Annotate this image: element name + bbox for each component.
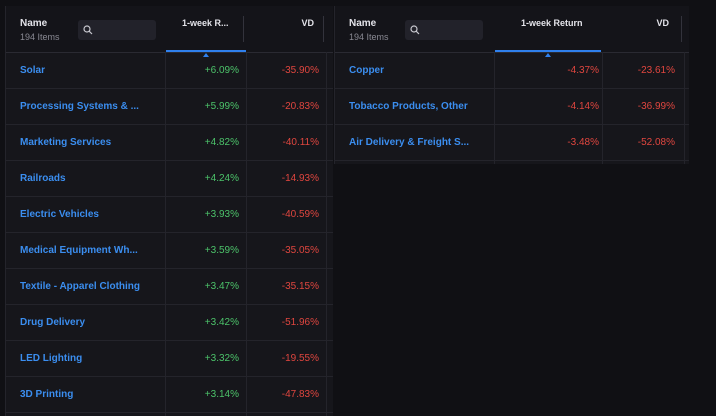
table-row[interactable]: LED Lighting +3.32% -19.55% (6, 341, 333, 377)
table-row[interactable]: Electric Vehicles +3.93% -40.59% (6, 197, 333, 233)
row-vd-value: -40.59% (281, 209, 319, 220)
row-vd-value: -47.83% (281, 389, 319, 400)
name-column-header[interactable]: Name (20, 18, 48, 29)
item-count: 194 Items (20, 32, 60, 42)
row-vd-value: -20.83% (281, 101, 319, 112)
row-vd-value: -36.99% (637, 101, 675, 112)
row-return-value: +4.82% (204, 137, 239, 148)
table-row[interactable]: Solar +6.09% -35.90% (6, 53, 333, 89)
table-row[interactable]: Marketing Services +4.82% -40.11% (6, 125, 333, 161)
right-table: Name 194 Items 1-week Return VD Copper -4… (334, 6, 689, 164)
name-column-header[interactable]: Name (349, 18, 377, 29)
table-header: Name 194 Items 1-week Return VD (335, 6, 689, 57)
table-body: Solar +6.09% -35.90% Processing Systems & .… (6, 53, 333, 413)
row-name-link[interactable]: Textile - Apparel Clothing (20, 281, 141, 292)
row-vd-value: -52.08% (637, 137, 675, 148)
row-return-value: +4.24% (204, 173, 239, 184)
row-name-link[interactable]: Marketing Services (20, 137, 112, 148)
row-name-link[interactable]: 3D Printing (20, 389, 74, 400)
row-name-link[interactable]: Tobacco Products, Other (349, 101, 468, 112)
return-column-header[interactable]: 1-week R... (166, 6, 246, 57)
row-name-link[interactable]: Processing Systems & ... (20, 101, 139, 112)
search-icon (83, 25, 93, 35)
table-row[interactable]: Medical Equipment Wh... +3.59% -35.05% (6, 233, 333, 269)
vd-column-label: VD (301, 18, 314, 28)
sort-indicator-icon (545, 53, 551, 57)
table-body: Copper -4.37% -23.61% Tobacco Products, Oth… (335, 53, 689, 161)
column-divider (681, 16, 682, 42)
column-divider (684, 52, 685, 164)
row-vd-value: -35.05% (281, 245, 319, 256)
row-vd-value: -14.93% (281, 173, 319, 184)
row-vd-value: -51.96% (281, 317, 319, 328)
row-return-value: +6.09% (204, 65, 239, 76)
row-name-link[interactable]: Electric Vehicles (20, 209, 99, 220)
row-return-value: +3.14% (204, 389, 239, 400)
row-name-link[interactable]: Railroads (20, 173, 66, 184)
item-count: 194 Items (349, 32, 389, 42)
row-name-link[interactable]: Medical Equipment Wh... (20, 245, 138, 256)
sort-indicator-icon (203, 53, 209, 57)
row-return-value: +3.47% (204, 281, 239, 292)
row-name-link[interactable]: Solar (20, 65, 46, 76)
column-divider (165, 52, 166, 416)
column-divider (602, 52, 603, 164)
vd-column-header[interactable]: VD (603, 6, 681, 52)
row-return-value: +3.42% (204, 317, 239, 328)
search-input[interactable] (78, 20, 156, 40)
row-return-value: -4.37% (567, 65, 599, 76)
table-row[interactable]: Textile - Apparel Clothing +3.47% -35.15% (6, 269, 333, 305)
row-name-link[interactable]: Drug Delivery (20, 317, 86, 328)
row-name-link[interactable]: Air Delivery & Freight S... (349, 137, 470, 148)
row-vd-value: -35.90% (281, 65, 319, 76)
search-input[interactable] (405, 20, 483, 40)
column-divider (323, 16, 324, 42)
return-column-header[interactable]: 1-week Return (495, 6, 601, 57)
row-vd-value: -23.61% (637, 65, 675, 76)
column-divider (243, 16, 244, 42)
row-return-value: +5.99% (204, 101, 239, 112)
row-return-value: -3.48% (567, 137, 599, 148)
row-name-link[interactable]: LED Lighting (20, 353, 83, 364)
return-column-label: 1-week Return (521, 18, 583, 28)
table-row[interactable]: Tobacco Products, Other -4.14% -36.99% (335, 89, 689, 125)
row-name-link[interactable]: Copper (349, 65, 384, 76)
column-divider (494, 52, 495, 164)
table-row[interactable]: Processing Systems & ... +5.99% -20.83% (6, 89, 333, 125)
vd-column-label: VD (656, 18, 669, 28)
row-return-value: +3.59% (204, 245, 239, 256)
column-divider (246, 52, 247, 416)
row-return-value: -4.14% (567, 101, 599, 112)
row-vd-value: -19.55% (281, 353, 319, 364)
left-table: Name 194 Items 1-week R... VD Solar +6.09… (5, 6, 333, 416)
table-row[interactable]: Drug Delivery +3.42% -51.96% (6, 305, 333, 341)
row-return-value: +3.93% (204, 209, 239, 220)
column-divider (326, 52, 327, 416)
table-row[interactable]: Railroads +4.24% -14.93% (6, 161, 333, 197)
vd-column-header[interactable]: VD (246, 6, 324, 52)
row-return-value: +3.32% (204, 353, 239, 364)
table-row[interactable]: Air Delivery & Freight S... -3.48% -52.08% (335, 125, 689, 161)
search-icon (410, 25, 420, 35)
table-header: Name 194 Items 1-week R... VD (6, 6, 333, 57)
row-vd-value: -40.11% (282, 137, 319, 148)
return-column-label: 1-week R... (182, 18, 229, 28)
table-row[interactable]: 3D Printing +3.14% -47.83% (6, 377, 333, 413)
row-vd-value: -35.15% (281, 281, 319, 292)
table-row[interactable]: Copper -4.37% -23.61% (335, 53, 689, 89)
